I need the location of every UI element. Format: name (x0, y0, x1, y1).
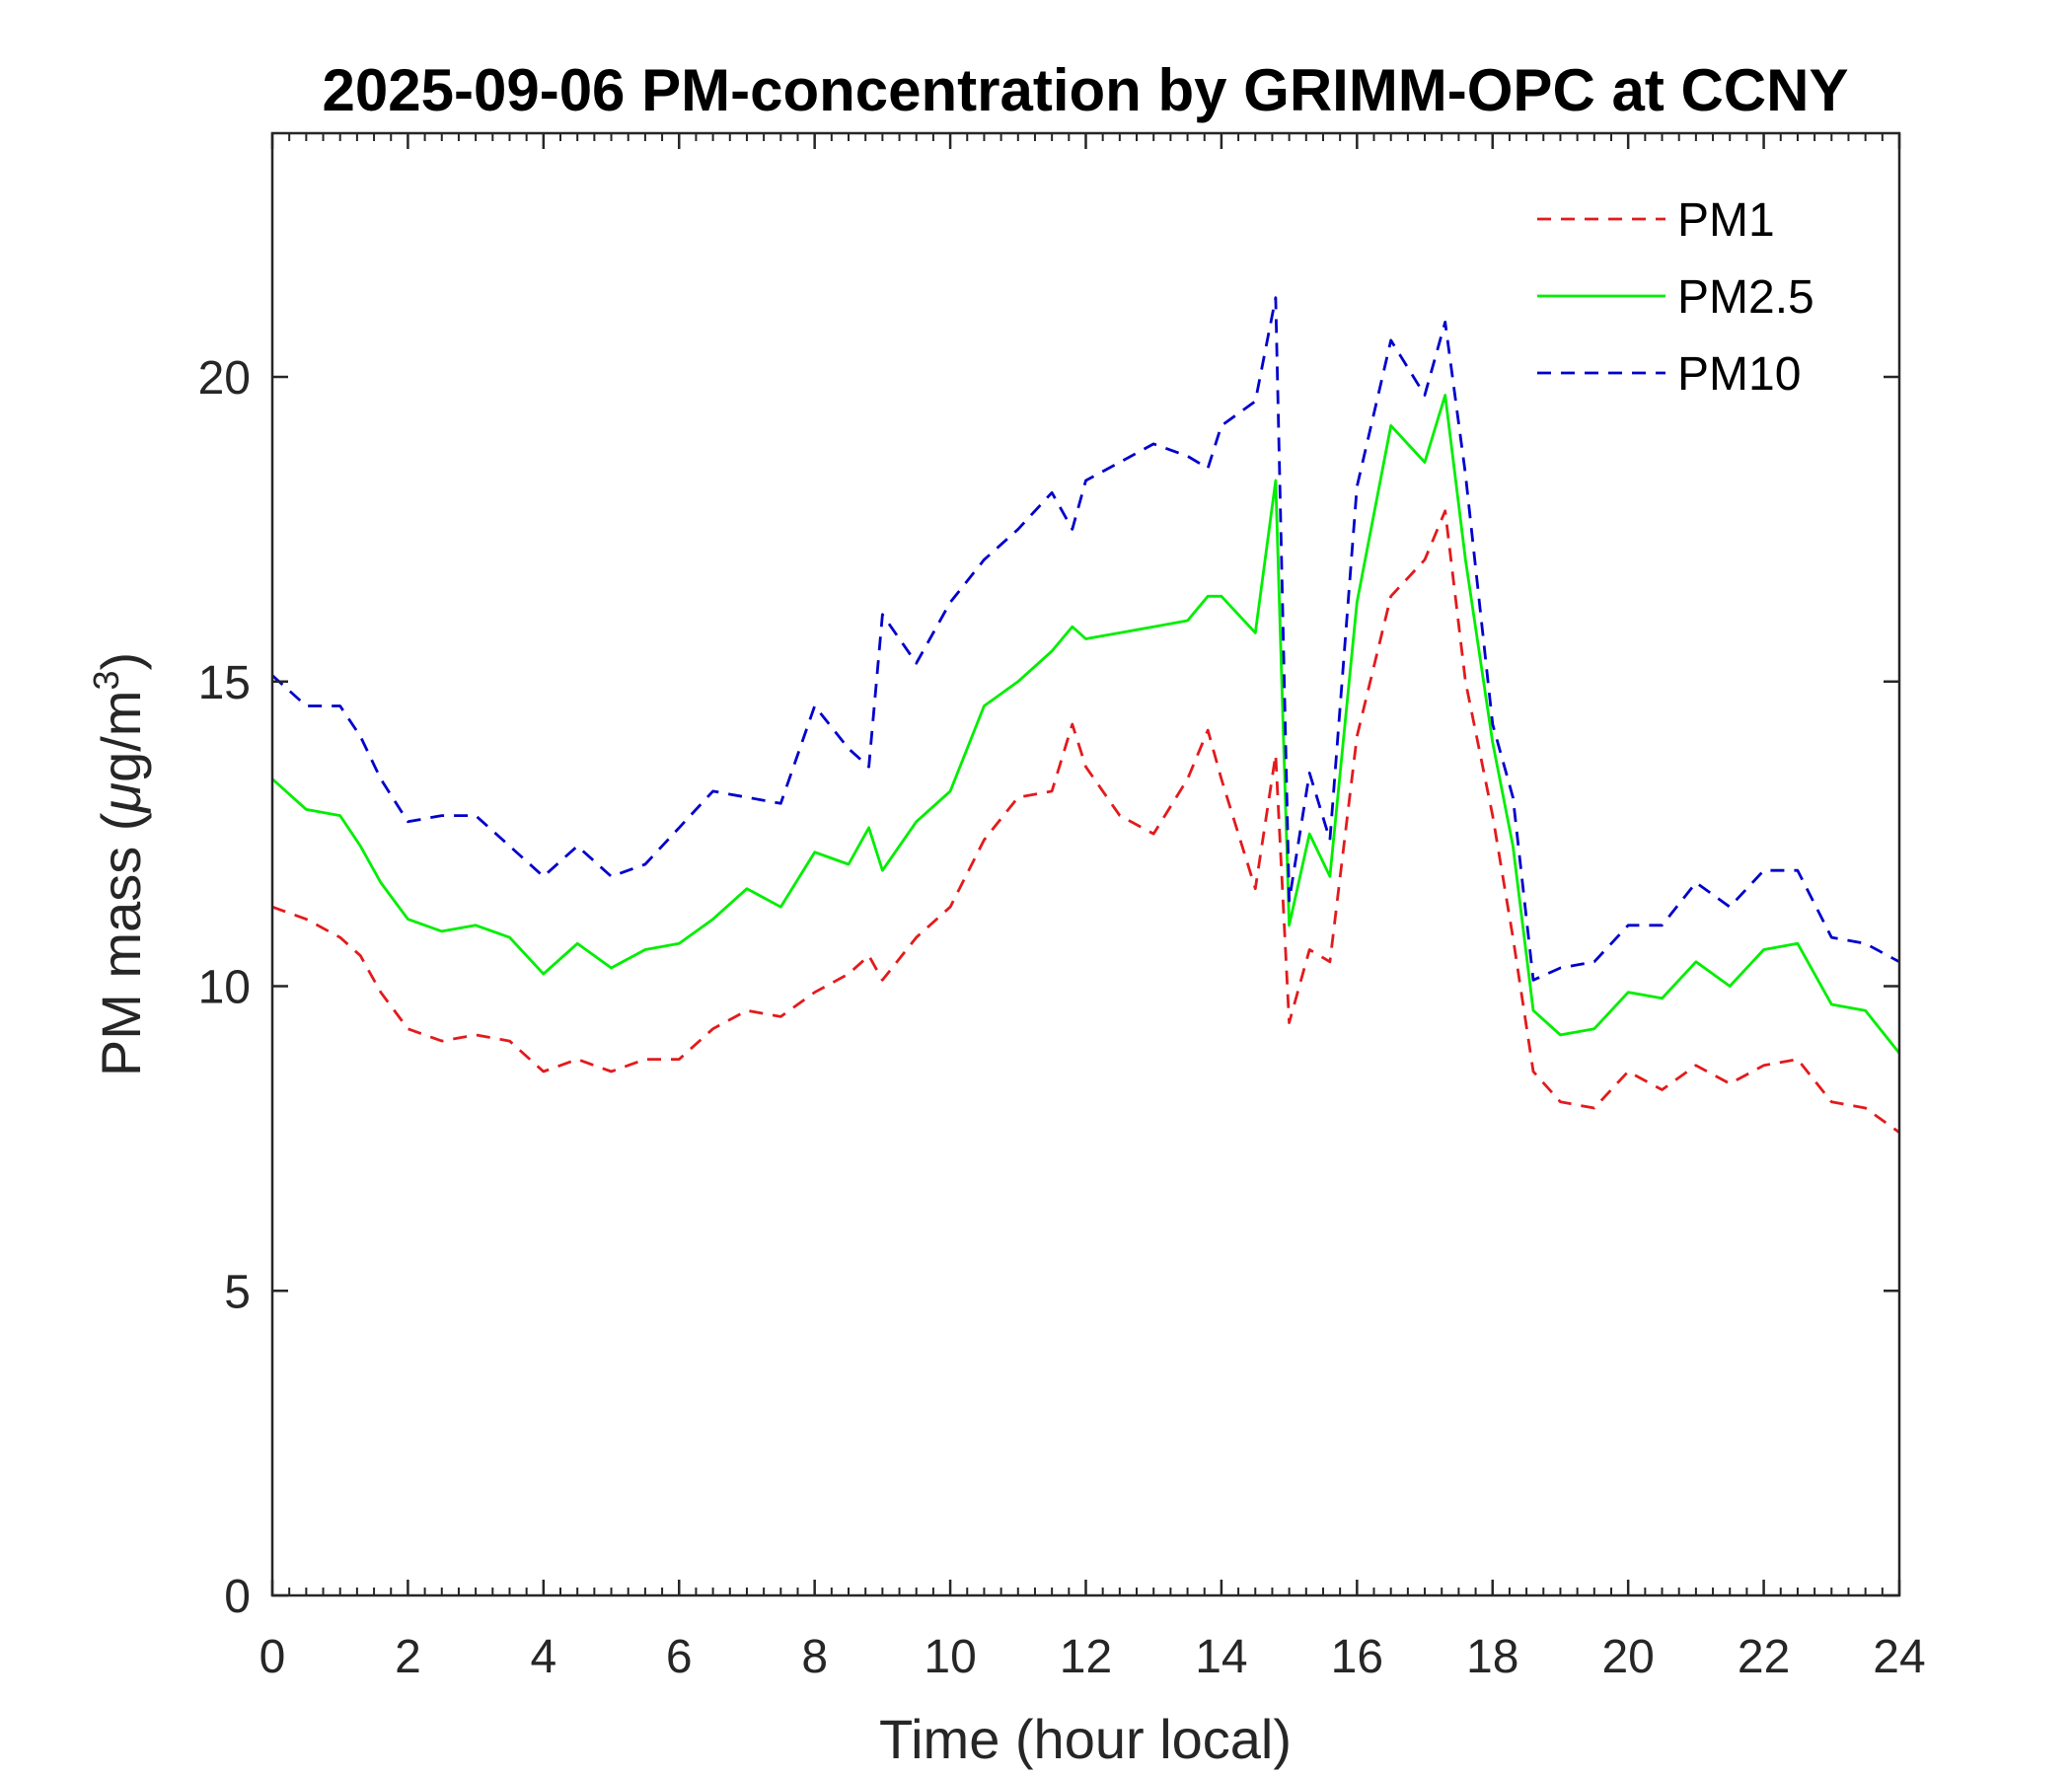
y-tick-label: 15 (198, 657, 251, 709)
y-tick-label: 10 (198, 962, 251, 1014)
y-axis-label-prefix: PM mass ( (90, 812, 152, 1076)
x-tick-label: 20 (1601, 1631, 1654, 1683)
x-tick-label: 14 (1195, 1631, 1247, 1683)
plot-area (272, 133, 1899, 1595)
y-tick-label: 20 (198, 352, 251, 405)
legend-label-pm1: PM1 (1677, 194, 1775, 247)
legend-label-pm2-5: PM2.5 (1677, 271, 1814, 324)
y-axis-label: PM mass (μg/m3) (86, 652, 152, 1076)
series-line-pm1 (271, 509, 1900, 1134)
legend: PM1 PM2.5 PM10 (1537, 194, 1814, 401)
x-tick-label: 4 (530, 1631, 556, 1683)
y-axis-label-mu: μ (90, 782, 152, 815)
x-tick-label: 2 (395, 1631, 421, 1683)
x-tick-label: 0 (259, 1631, 286, 1683)
y-tick-label: 0 (224, 1571, 251, 1623)
x-tick-label: 10 (924, 1631, 976, 1683)
x-tick-label: 16 (1331, 1631, 1383, 1683)
x-tick-label: 12 (1060, 1631, 1112, 1683)
series-line-pm2-5 (271, 394, 1901, 1055)
y-axis-label-suffix: ) (90, 652, 152, 671)
x-tick-label: 24 (1873, 1631, 1925, 1683)
x-tick-label: 6 (666, 1631, 693, 1683)
y-tick-label: 5 (224, 1266, 251, 1318)
x-tick-label: 18 (1466, 1631, 1518, 1683)
x-tick-label: 22 (1738, 1631, 1790, 1683)
legend-label-pm10: PM10 (1677, 348, 1801, 401)
y-axis-label-unit: g/m (90, 691, 152, 782)
series-line-pm10 (271, 296, 1900, 982)
y-axis-label-superscript: 3 (86, 671, 126, 691)
series-layer (271, 296, 1901, 1134)
x-axis-label: Time (hour local) (879, 1708, 1292, 1770)
chart-title: 2025-09-06 PM-concentration by GRIMM-OPC… (323, 57, 1849, 123)
x-tick-label: 8 (801, 1631, 828, 1683)
